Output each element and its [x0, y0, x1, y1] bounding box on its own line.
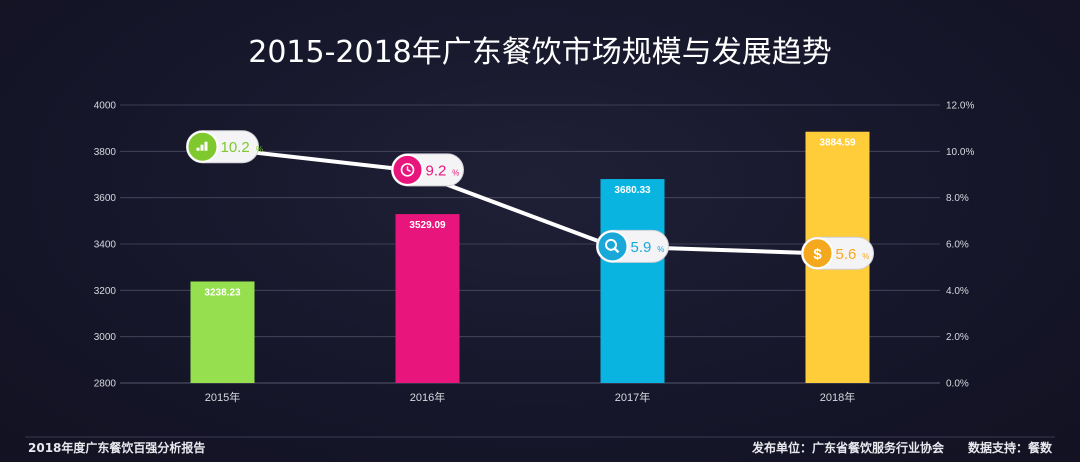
left-y-axis: 2800 3000 3200 3400 3600 3800 4000 [94, 101, 117, 390]
right-axis-tick: 0.0% [946, 379, 969, 390]
dollar-icon [801, 237, 834, 270]
growth-unit-label: % [862, 252, 869, 261]
category-label: 2018年 [820, 390, 855, 404]
left-axis-tick: 4000 [94, 101, 117, 112]
right-axis-tick: 12.0% [946, 101, 974, 112]
growth-line-layer [202, 144, 818, 256]
growth-marker: 9.2% [391, 153, 464, 187]
right-axis-tick: 8.0% [946, 193, 969, 204]
magnifier-icon [596, 230, 629, 263]
bar-value-label: 3680.33 [614, 185, 651, 196]
bars-layer: 3238.23 3529.09 3680.33 3884.59 [190, 131, 870, 383]
growth-value-label: 5.9 [631, 239, 652, 256]
chart-title: 2015-2018年广东餐饮市场规模与发展趋势 [248, 35, 832, 70]
bar-value-label: 3238.23 [204, 287, 241, 298]
left-axis-tick: 3800 [94, 147, 117, 158]
growth-marker: 10.2% [186, 130, 263, 164]
category-label: 2017年 [615, 390, 650, 404]
growth-value-label: 5.6 [836, 246, 857, 263]
bar [600, 179, 665, 383]
right-axis-tick: 10.0% [946, 147, 974, 158]
bar-value-label: 3884.59 [819, 138, 856, 149]
bar [190, 281, 255, 383]
left-axis-tick: 3200 [94, 286, 117, 297]
growth-marker: 5.9% [596, 229, 669, 263]
left-axis-tick: 3600 [94, 193, 117, 204]
left-axis-tick: 2800 [94, 379, 117, 390]
right-axis-tick: 6.0% [946, 240, 969, 251]
bar [395, 214, 460, 383]
growth-line [202, 144, 818, 256]
growth-value-label: 10.2 [221, 139, 250, 156]
right-axis-tick: 4.0% [946, 286, 969, 297]
growth-marker: $5.6% [801, 236, 874, 270]
bar-value-label: 3529.09 [409, 220, 446, 231]
growth-unit-label: % [452, 168, 459, 177]
growth-markers: 10.2 %9.2 %5.9% $5.6% [186, 130, 874, 270]
left-axis-tick: 3400 [94, 240, 117, 251]
footer-right-text: 发布单位：广东省餐饮服务行业协会 数据支持：餐数 [751, 440, 1053, 455]
svg-text:$: $ [813, 246, 822, 263]
footer-left-text: 2018年度广东餐饮百强分析报告 [28, 440, 205, 455]
growth-value-label: 9.2 [426, 162, 447, 179]
category-label: 2015年 [205, 390, 240, 404]
right-y-axis: 0.0% 2.0% 4.0% 6.0% 8.0% 10.0% 12.0% [946, 101, 974, 390]
right-axis-tick: 2.0% [946, 332, 969, 343]
left-axis-tick: 3000 [94, 332, 117, 343]
category-label: 2016年 [410, 390, 445, 404]
growth-unit-label: % [256, 145, 263, 154]
x-axis-labels: 2015年 2016年 2017年 2018年 [205, 390, 855, 404]
growth-unit-label: % [657, 245, 664, 254]
